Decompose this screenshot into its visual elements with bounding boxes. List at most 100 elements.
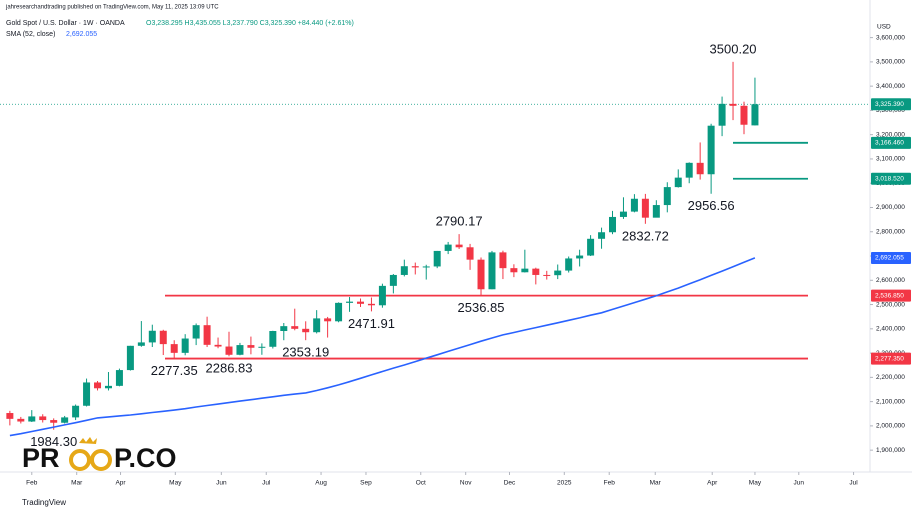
candle-body [280, 326, 288, 332]
candle-body [499, 252, 507, 269]
candle-body [291, 326, 299, 329]
candle-body [652, 205, 660, 218]
price-tag [871, 289, 911, 302]
candle-body [718, 103, 726, 126]
x-tick-label: Feb [26, 480, 38, 487]
candle-body [543, 274, 551, 276]
candle-body [554, 270, 562, 276]
y-tick-label: 2,000,000 [876, 423, 905, 430]
price-tag [871, 136, 911, 149]
candle-body [83, 382, 91, 406]
y-tick-label: 3,200,000 [876, 131, 905, 138]
candle-body [236, 345, 244, 355]
annotation: 1984.30 [30, 434, 77, 449]
x-tick-label: Jul [849, 480, 858, 487]
x-tick-label: Apr [707, 480, 718, 487]
candle-body [598, 232, 606, 239]
candle-body [39, 416, 47, 421]
footer-brand: TradingView [22, 498, 66, 507]
candle-body [148, 330, 156, 343]
candle-body [488, 252, 496, 290]
x-tick-label: May [749, 480, 762, 487]
y-tick-label: 3,500,000 [876, 59, 905, 66]
price-tag-label: 3,325.390 [875, 101, 904, 108]
candle-body [696, 162, 704, 175]
price-tag [871, 352, 911, 365]
candle-body [137, 342, 145, 346]
publisher: jahresearchandtrading published on Tradi… [5, 5, 219, 11]
candle-body [192, 325, 200, 339]
price-tag-label: 2,277.350 [875, 355, 904, 362]
candle-body [17, 418, 25, 422]
annotation: 2286.83 [206, 361, 253, 376]
price-tag-label: 3,166.460 [875, 140, 904, 147]
x-tick-label: Aug [315, 480, 327, 487]
annotation: 2832.72 [622, 228, 669, 243]
candle-body [422, 266, 430, 268]
candle-body [356, 301, 364, 304]
y-tick-label: 2,600,000 [876, 277, 905, 284]
candle-body [269, 331, 277, 347]
sma-name: SMA (52, close) [6, 31, 55, 38]
candle-body [346, 301, 354, 303]
x-tick-label: Jul [262, 480, 271, 487]
candle-body [576, 255, 584, 259]
annotation: 2353.19 [282, 345, 329, 360]
logo-right: P.CO [114, 443, 177, 473]
candle-body [313, 318, 321, 333]
logo-ring [90, 449, 112, 471]
symbol-title: Gold Spot / U.S. Dollar · 1W · OANDA [6, 20, 125, 27]
candle-body [674, 177, 682, 188]
candle-body [126, 345, 134, 371]
x-tick-label: 2025 [557, 480, 572, 487]
candle-body [115, 370, 123, 386]
candle-body [6, 413, 14, 419]
candle-body [214, 344, 222, 347]
price-tag-label: 3,018.520 [875, 175, 904, 182]
logo-crown [79, 437, 97, 444]
annotation: 2277.35 [151, 363, 198, 378]
logo-ring [69, 449, 91, 471]
candle-body [324, 318, 332, 322]
candle-body [104, 385, 112, 389]
candle-body [225, 346, 233, 355]
y-tick-label: 3,100,000 [876, 156, 905, 163]
candle-body [247, 345, 255, 348]
candle-body [433, 250, 441, 267]
candle-body [663, 187, 671, 206]
y-tick-label: 2,800,000 [876, 228, 905, 235]
annotation: 2471.91 [348, 316, 395, 331]
candle-body [587, 238, 595, 256]
candle-body [565, 258, 573, 271]
x-tick-label: Oct [416, 480, 426, 487]
y-tick-label: 2,500,000 [876, 301, 905, 308]
candle-body [61, 417, 69, 423]
logo-left: PR [22, 443, 60, 473]
candle-body [609, 216, 617, 233]
price-tag [871, 172, 911, 185]
annotation: 2536.85 [458, 300, 505, 315]
x-tick-label: Nov [460, 480, 472, 487]
price-tag-label: 2,536.850 [875, 292, 904, 299]
y-tick-label: 3,600,000 [876, 34, 905, 41]
candle-body [740, 105, 748, 125]
candle-body [367, 303, 375, 306]
candle-body [170, 344, 178, 353]
candle-body [28, 416, 36, 422]
sma-value: 2,692.055 [66, 31, 97, 38]
x-tick-label: Dec [504, 480, 516, 487]
candle-body [181, 338, 189, 353]
candle-body [94, 382, 102, 389]
candle-body [630, 198, 638, 212]
x-tick-label: Mar [71, 480, 83, 487]
candle-body [521, 268, 529, 273]
annotation: 2956.56 [688, 198, 735, 213]
candle-body [510, 268, 518, 273]
x-tick-label: Jun [794, 480, 805, 487]
y-tick-label: 2,900,000 [876, 204, 905, 211]
logo: PR P.CO [22, 437, 177, 473]
currency: USD [877, 24, 891, 31]
ohlc-values: O3,238.295 H3,435.055 L3,237.790 C3,325.… [146, 20, 354, 27]
candle-body [378, 285, 386, 306]
